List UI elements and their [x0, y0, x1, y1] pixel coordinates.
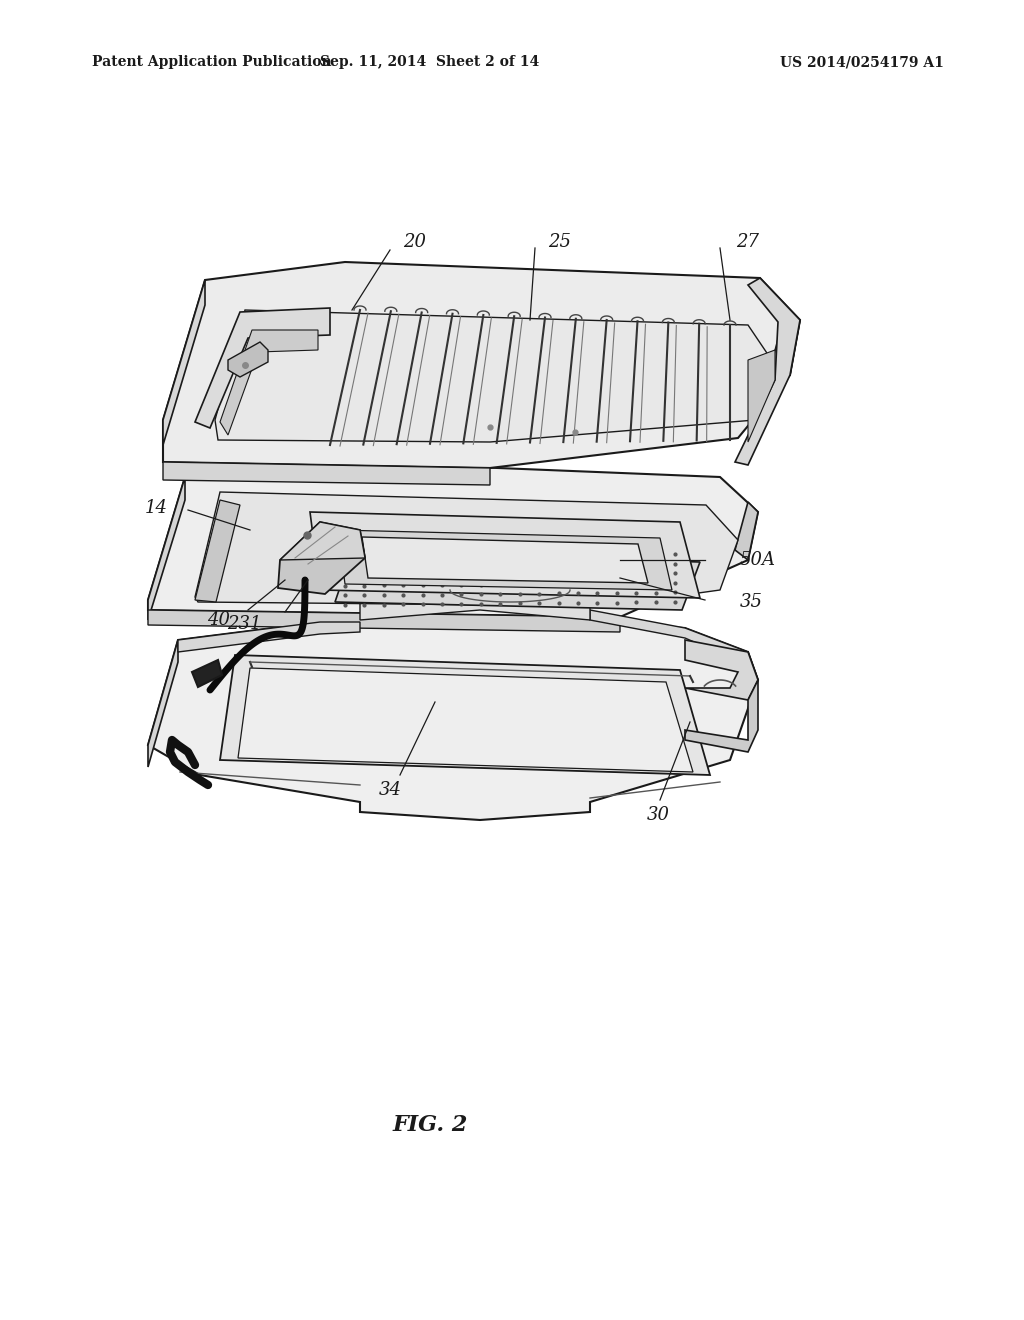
Polygon shape: [770, 312, 800, 375]
Text: 50A: 50A: [740, 550, 776, 569]
Polygon shape: [220, 330, 318, 436]
Polygon shape: [310, 512, 700, 598]
Polygon shape: [685, 680, 758, 752]
Polygon shape: [220, 655, 710, 775]
Polygon shape: [148, 610, 620, 632]
Text: 231: 231: [227, 615, 262, 634]
Polygon shape: [195, 308, 330, 428]
Polygon shape: [735, 652, 758, 688]
Polygon shape: [215, 310, 775, 442]
Polygon shape: [278, 521, 365, 594]
Text: 20: 20: [403, 234, 427, 251]
Polygon shape: [148, 602, 758, 820]
Polygon shape: [148, 462, 758, 616]
Polygon shape: [148, 640, 178, 767]
Polygon shape: [178, 622, 360, 652]
Text: 25: 25: [549, 234, 571, 251]
Polygon shape: [748, 350, 775, 442]
Text: 34: 34: [379, 781, 401, 799]
Polygon shape: [228, 342, 268, 378]
Polygon shape: [163, 261, 800, 469]
Text: FIG. 2: FIG. 2: [392, 1114, 468, 1137]
Text: 35: 35: [740, 593, 763, 611]
Text: Patent Application Publication: Patent Application Publication: [92, 55, 332, 69]
Text: 14: 14: [145, 499, 168, 517]
Polygon shape: [338, 531, 672, 590]
Polygon shape: [280, 521, 365, 560]
Polygon shape: [195, 500, 240, 602]
Polygon shape: [163, 462, 490, 484]
Polygon shape: [362, 537, 648, 583]
Polygon shape: [195, 492, 738, 606]
Polygon shape: [735, 279, 800, 465]
Text: 40: 40: [207, 611, 230, 630]
Polygon shape: [163, 280, 205, 445]
Polygon shape: [193, 660, 222, 686]
Polygon shape: [590, 610, 748, 660]
Text: 30: 30: [646, 807, 670, 824]
Text: US 2014/0254179 A1: US 2014/0254179 A1: [780, 55, 944, 69]
Text: Sep. 11, 2014  Sheet 2 of 14: Sep. 11, 2014 Sheet 2 of 14: [321, 55, 540, 69]
Text: 27: 27: [736, 234, 760, 251]
Polygon shape: [148, 477, 185, 620]
Polygon shape: [735, 502, 758, 560]
Polygon shape: [360, 591, 590, 620]
Polygon shape: [335, 552, 700, 610]
Polygon shape: [685, 640, 758, 700]
Polygon shape: [238, 668, 693, 772]
